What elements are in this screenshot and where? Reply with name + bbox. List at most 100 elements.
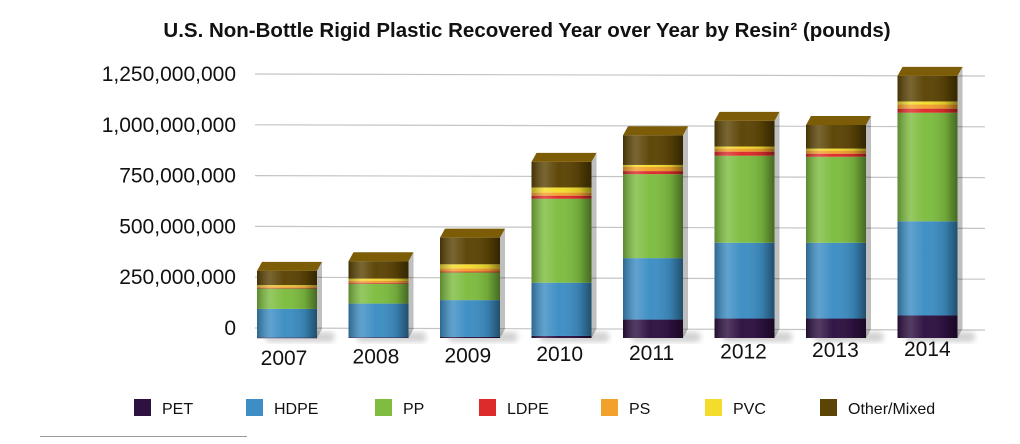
bar-segment-highlight (531, 335, 592, 338)
legend-item-ps: PS (601, 399, 650, 418)
bar-segment-highlight (714, 242, 775, 319)
bar-2007 (257, 261, 335, 342)
bar-segment-highlight (897, 104, 958, 109)
grid-line (254, 73, 986, 77)
bar-segment-highlight (348, 278, 409, 281)
x-tick-label: 2007 (261, 347, 308, 370)
bar-segment-highlight (440, 271, 500, 273)
bar-top-cap-2007 (257, 261, 322, 271)
bar-segment-highlight (623, 171, 683, 175)
bar-2009 (440, 228, 518, 342)
bar-segment-highlight (897, 75, 958, 102)
bar-segment-highlight (623, 135, 683, 165)
legend-label: PET (162, 401, 193, 418)
legend-swatch (479, 399, 496, 416)
bar-segment-highlight (440, 300, 500, 337)
bar-segment-highlight (531, 161, 592, 188)
chart-title: U.S. Non-Bottle Rigid Plastic Recovered … (163, 19, 890, 42)
footer-divider (40, 436, 247, 437)
legend-swatch (820, 399, 837, 416)
bar-top-cap-2011 (623, 126, 688, 136)
legend-item-pvc: PVC (705, 399, 766, 418)
y-axis: 0 250,000,000 500,000,000 750,000,000 1,000,… (102, 63, 236, 340)
legend-label: PVC (733, 401, 766, 418)
legend-swatch (246, 399, 263, 416)
bar-segment-highlight (806, 318, 866, 338)
bar-segment-highlight (257, 337, 317, 339)
bar-segment-highlight (257, 286, 317, 288)
y-tick-label: 0 (224, 317, 236, 340)
bar-side-face-2008 (408, 252, 414, 338)
bar-segment-highlight (714, 146, 775, 149)
bar-segment-highlight (348, 303, 409, 338)
bar-2014 (897, 66, 976, 342)
bar-segment-highlight (897, 108, 958, 113)
legend-label: PS (629, 401, 650, 418)
bar-side-face-2010 (591, 152, 597, 338)
bar-segment-highlight (714, 151, 775, 156)
bar-top-cap-2010 (531, 152, 597, 162)
legend-swatch (375, 399, 392, 416)
grid-line (254, 225, 986, 229)
bar-top-cap-2008 (348, 252, 414, 262)
x-tick-label: 2011 (629, 342, 674, 365)
legend-swatch (705, 399, 722, 416)
bar-segment-highlight (806, 156, 866, 243)
bar-segment-highlight (440, 336, 500, 338)
bar-segment-highlight (257, 308, 317, 338)
bar-segment-highlight (348, 282, 409, 284)
bar-segment-highlight (531, 198, 592, 283)
bar-2012 (714, 111, 793, 342)
bar-side-face-2013 (866, 116, 871, 339)
bar-2008 (348, 252, 427, 342)
bar-segment-highlight (714, 155, 775, 243)
bar-segment-highlight (440, 264, 500, 269)
bar-segment-highlight (531, 187, 592, 193)
bar-2011 (623, 126, 701, 342)
x-tick-label: 2008 (353, 346, 400, 369)
bar-segment-highlight (257, 285, 317, 287)
bar-segment-highlight (897, 101, 958, 105)
bar-side-face-2014 (957, 66, 963, 338)
y-tick-label: 1,250,000,000 (102, 63, 236, 86)
bar-segment-highlight (714, 148, 775, 152)
bar-segment-highlight (257, 270, 317, 286)
bar-side-face-2012 (774, 111, 780, 338)
bar-segment-highlight (897, 315, 958, 338)
bar-segment-highlight (714, 120, 775, 147)
bar-side-face-2007 (317, 261, 322, 338)
bar-segment-highlight (806, 125, 866, 149)
bar-segment-highlight (623, 166, 683, 172)
y-tick-label: 250,000,000 (119, 266, 236, 289)
legend-label: HDPE (274, 401, 318, 418)
x-tick-label: 2013 (812, 339, 859, 362)
x-axis: 2007 2008 2009 2010 2011 2012 2013 2014 (261, 338, 951, 370)
bar-segment-highlight (348, 280, 409, 283)
legend-item-pet: PET (134, 399, 193, 418)
bar-segment-highlight (623, 258, 683, 320)
bar-segment-highlight (531, 192, 592, 196)
y-tick-label: 1,000,000,000 (102, 114, 236, 137)
bar-top-cap-2014 (897, 66, 963, 76)
bar-side-face-2011 (683, 126, 688, 338)
legend-swatch (601, 399, 618, 416)
x-tick-label: 2010 (536, 343, 583, 366)
grid-line (254, 124, 986, 128)
legend-label: LDPE (507, 401, 549, 418)
legend-item-ldpe: LDPE (479, 399, 549, 418)
bar-segment-highlight (897, 221, 958, 316)
legend: PET HDPE PP LDPE PS PVC Other/Mixed (134, 399, 935, 418)
legend-item-pp: PP (375, 399, 424, 418)
bar-segment-highlight (531, 282, 592, 336)
y-tick-label: 500,000,000 (119, 215, 236, 238)
legend-label: PP (403, 401, 424, 418)
bar-segment-highlight (806, 148, 866, 151)
bar-segment-highlight (623, 164, 683, 167)
x-tick-label: 2009 (444, 344, 491, 367)
bar-2013 (806, 116, 884, 342)
bars (257, 66, 976, 342)
legend-item-other-mixed: Other/Mixed (820, 399, 935, 418)
bar-segment-highlight (623, 174, 683, 259)
bar-segment-highlight (348, 261, 409, 279)
